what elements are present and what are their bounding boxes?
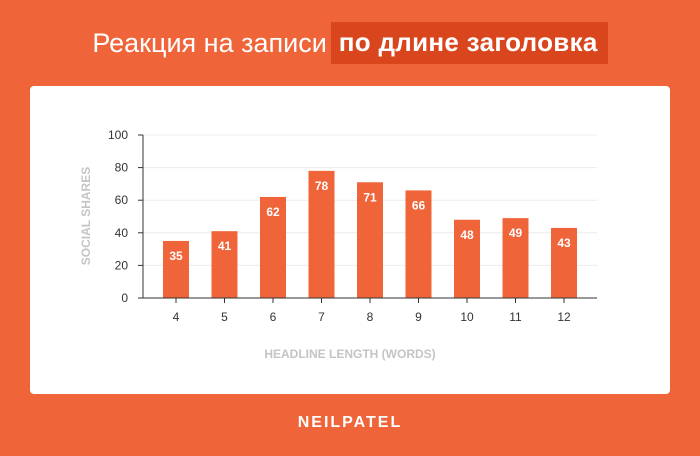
- bar: [260, 196, 286, 298]
- y-axis-ticks: 0 20 40 60 80 100: [108, 128, 143, 305]
- bar: [502, 218, 529, 298]
- x-axis-label: HEADLINE LENGTH (WORDS): [264, 347, 435, 361]
- bar: [357, 182, 383, 298]
- data-label: 78: [315, 179, 329, 193]
- data-label: 71: [363, 190, 377, 204]
- y-tick-label: 100: [108, 128, 128, 142]
- x-tick-label: 4: [173, 310, 180, 324]
- data-label: 43: [557, 236, 571, 250]
- x-axis-ticks: 4 5 6 7 8 9 10 11 12: [173, 298, 571, 324]
- chart-card: 0 20 40 60 80 100 35 41 62 78 71 66 48 49 43 4 5 6 7 8 9 10…: [30, 86, 670, 394]
- y-axis-label: SOCIAL SHARES: [79, 167, 93, 265]
- x-tick-label: 11: [509, 310, 522, 324]
- data-label: 35: [169, 249, 183, 263]
- x-tick-label: 9: [415, 310, 422, 324]
- page-title: Реакция на записи по длине заголовка: [0, 22, 700, 64]
- x-tick-label: 6: [270, 310, 277, 324]
- data-label: 48: [460, 228, 474, 242]
- data-label: 49: [509, 226, 523, 240]
- data-labels: 35 41 62 78 71 66 48 49 43: [169, 179, 571, 263]
- data-label: 66: [412, 198, 426, 212]
- y-tick-label: 80: [115, 161, 129, 175]
- x-tick-label: 7: [318, 310, 325, 324]
- bar: [308, 170, 335, 298]
- x-tick-label: 10: [460, 310, 474, 324]
- x-tick-label: 12: [557, 310, 571, 324]
- bar: [405, 190, 432, 298]
- bars: [163, 170, 577, 298]
- y-tick-label: 0: [121, 291, 128, 305]
- x-tick-label: 8: [367, 310, 374, 324]
- title-plain-text: Реакция на записи: [92, 27, 327, 58]
- y-tick-label: 20: [115, 258, 129, 272]
- bar: [163, 240, 189, 298]
- bar: [211, 231, 238, 298]
- y-tick-label: 60: [115, 193, 129, 207]
- title-highlight-text: по длине заголовка: [330, 22, 608, 64]
- bar: [454, 219, 480, 298]
- bar: [551, 227, 577, 298]
- data-label: 41: [218, 239, 232, 253]
- x-tick-label: 5: [221, 310, 228, 324]
- data-label: 62: [266, 205, 280, 219]
- y-tick-label: 40: [115, 226, 129, 240]
- brand-logo: NEILPATEL: [297, 414, 403, 431]
